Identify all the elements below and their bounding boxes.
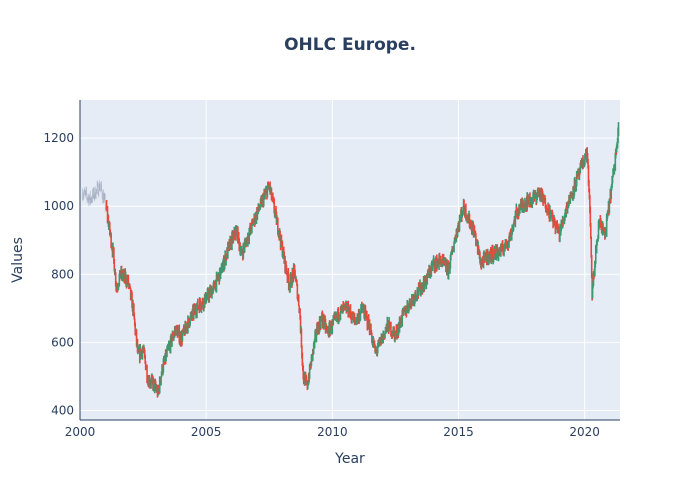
tick-labels: 400 600 800 1000 1200 2000 2005 2010 2015 2020 [43, 131, 599, 439]
x-tick-label: 2010 [317, 425, 348, 439]
y-axis-title: Values [10, 237, 26, 283]
x-tick-label: 2005 [191, 425, 222, 439]
y-tick-label: 1000 [43, 199, 74, 213]
x-axis-title: Year [334, 451, 365, 467]
y-tick-label: 400 [51, 403, 74, 417]
x-tick-label: 2015 [443, 425, 474, 439]
x-tick-label: 2000 [65, 425, 96, 439]
y-tick-label: 1200 [43, 131, 74, 145]
plot-area [80, 100, 620, 420]
chart-title: OHLC Europe. [284, 35, 416, 55]
axes [79, 100, 620, 421]
y-tick-label: 800 [51, 267, 74, 281]
ohlc-bars [82, 122, 620, 398]
y-tick-label: 600 [51, 335, 74, 349]
x-tick-label: 2020 [569, 425, 600, 439]
